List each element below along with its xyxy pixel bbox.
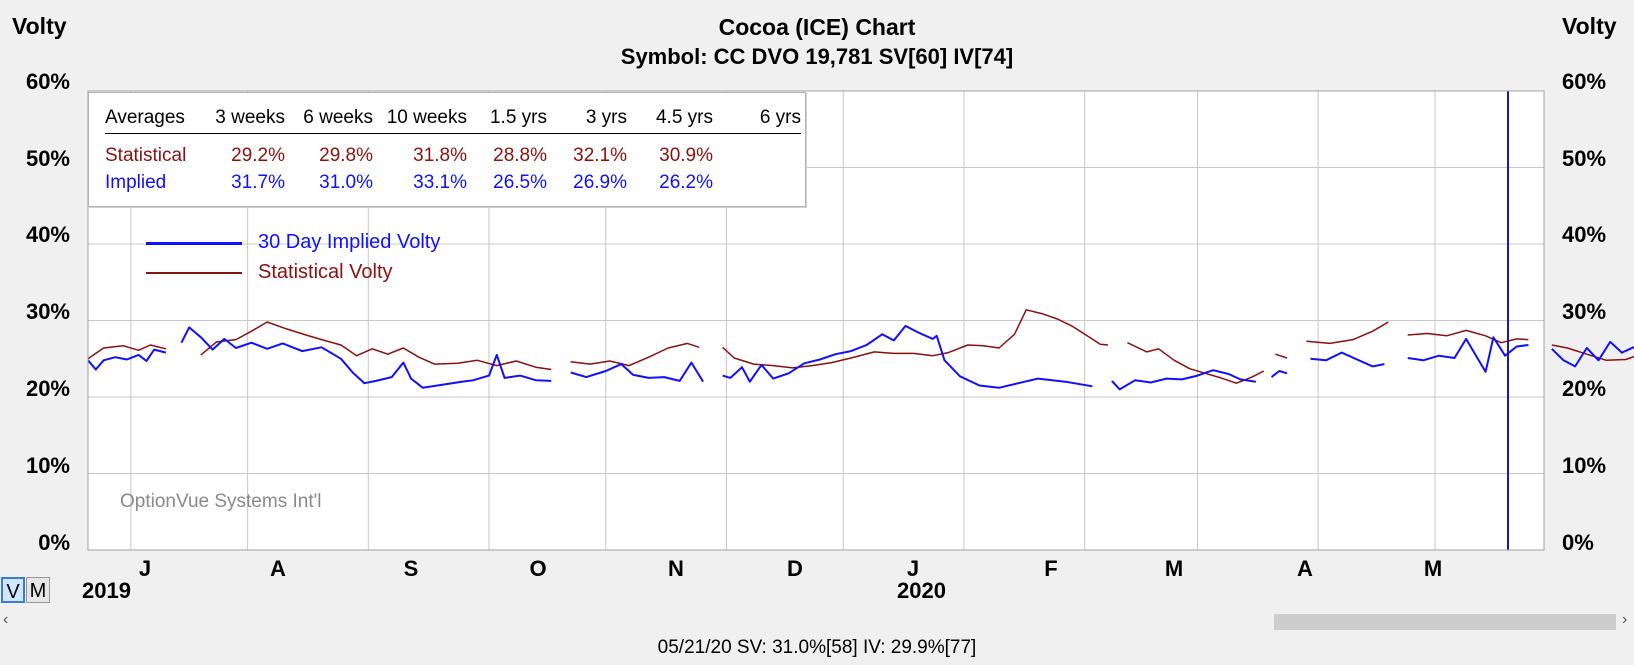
averages-cell: 31.8% — [413, 144, 467, 166]
statistical-volty-line — [1306, 321, 1389, 345]
y-tick-right: 40% — [1562, 222, 1607, 247]
y-tick-right: 10% — [1562, 453, 1607, 478]
status-bar: 05/21/20 SV: 31.0%[58] IV: 29.9%[77] — [0, 631, 1634, 665]
statistical-volty-line — [1275, 353, 1288, 359]
scroll-right-icon[interactable]: › — [1622, 611, 1628, 628]
implied-volty-line — [1310, 351, 1385, 368]
volatility-view-button[interactable]: V — [1, 577, 25, 603]
y-tick-left: 40% — [25, 222, 70, 247]
legend-statistical-swatch — [146, 272, 242, 274]
x-month-label: F — [1044, 556, 1058, 581]
statistical-volty-line — [87, 344, 167, 360]
averages-header-cell: 3 yrs — [547, 103, 627, 134]
averages-implied-row: Implied 31.7% 31.0% 33.1% 26.5% 26.9% 26… — [105, 169, 801, 196]
implied-volty-line — [1270, 370, 1288, 378]
y-tick-left: 30% — [25, 299, 70, 324]
implied-volty-line — [1551, 340, 1634, 368]
implied-volty-line — [570, 361, 704, 383]
statistical-volty-line — [1551, 344, 1634, 362]
x-month-label: A — [1297, 556, 1313, 581]
averages-cell: 26.9% — [573, 171, 627, 193]
averages-header-cell: 4.5 yrs — [627, 103, 713, 134]
x-month-label: J — [906, 556, 920, 581]
implied-volty-line — [180, 326, 552, 389]
y-tick-left: 20% — [25, 376, 70, 401]
implied-volty-series — [87, 324, 1634, 391]
x-year-label: 2020 — [897, 578, 946, 603]
averages-header-cell: 6 weeks — [285, 103, 373, 134]
chart-title: Cocoa (ICE) Chart — [718, 14, 916, 40]
averages-panel: Averages 3 weeks 6 weeks 10 weeks 1.5 yr… — [88, 92, 806, 207]
averages-cell — [713, 134, 801, 170]
averages-cell: 32.1% — [573, 144, 627, 166]
averages-cell: 31.0% — [319, 171, 373, 193]
y-tick-right: 0% — [1562, 530, 1594, 555]
averages-header-cell: 1.5 yrs — [467, 103, 547, 134]
implied-volty-line — [1111, 369, 1257, 391]
averages-cell: Statistical — [105, 144, 187, 166]
implied-volty-line — [87, 348, 167, 371]
x-month-label: N — [668, 556, 684, 581]
averages-header-cell: 3 weeks — [207, 103, 285, 134]
averages-header-cell: 6 yrs — [713, 103, 801, 134]
market-view-button[interactable]: M — [26, 577, 50, 603]
x-month-label: A — [270, 556, 286, 581]
statistical-volty-line — [570, 342, 700, 367]
legend-statistical-label: Statistical Volty — [258, 261, 393, 283]
chart-subtitle: Symbol: CC DVO 19,781 SV[60] IV[74] — [620, 44, 1014, 69]
right-axis-title: Volty — [1562, 13, 1617, 39]
averages-cell: 29.8% — [319, 144, 373, 166]
x-month-label: M — [1164, 556, 1184, 581]
averages-header-row: Averages 3 weeks 6 weeks 10 weeks 1.5 yr… — [105, 103, 801, 134]
y-tick-right: 30% — [1562, 299, 1607, 324]
series-layer — [87, 309, 1634, 391]
statistical-volty-line — [200, 321, 552, 371]
implied-volty-line — [722, 324, 1093, 389]
averages-header-cell: 10 weeks — [373, 103, 467, 134]
averages-cell: 26.2% — [659, 171, 713, 193]
legend-implied-label: 30 Day Implied Volty — [258, 231, 441, 253]
y-tick-left: 0% — [38, 530, 70, 555]
watermark: OptionVue Systems Int'l — [120, 491, 322, 512]
y-tick-right: 50% — [1562, 146, 1607, 171]
statistical-volty-line — [722, 309, 1109, 369]
x-year-label: 2019 — [82, 578, 131, 603]
averages-cell: 31.7% — [231, 171, 285, 193]
statistical-volty-line — [1407, 329, 1529, 344]
averages-cell — [713, 169, 801, 196]
horizontal-scrollbar[interactable] — [0, 611, 1634, 631]
y-tick-right: 60% — [1562, 69, 1607, 94]
averages-cell: 33.1% — [413, 171, 467, 193]
legend-implied-swatch — [146, 242, 242, 245]
averages-cell: 28.8% — [493, 144, 547, 166]
x-month-label: S — [403, 556, 419, 581]
averages-cell: 29.2% — [231, 144, 285, 166]
y-tick-right: 20% — [1562, 376, 1607, 401]
averages-cell: 26.5% — [493, 171, 547, 193]
x-month-label: O — [529, 556, 547, 581]
x-month-label: D — [787, 556, 803, 581]
averages-cell: 30.9% — [659, 144, 713, 166]
x-month-label: J — [138, 556, 152, 581]
y-tick-left: 60% — [25, 69, 70, 94]
averages-table: Averages 3 weeks 6 weeks 10 weeks 1.5 yr… — [105, 103, 801, 196]
averages-header-cell: Averages — [105, 103, 207, 134]
scrollbar-thumb[interactable] — [1274, 614, 1616, 630]
y-tick-left: 10% — [25, 453, 70, 478]
statistical-volty-series — [87, 309, 1634, 384]
scroll-left-icon[interactable]: ‹ — [3, 611, 9, 628]
averages-statistical-row: Statistical 29.2% 29.8% 31.8% 28.8% 32.1… — [105, 134, 801, 170]
y-tick-left: 50% — [25, 146, 70, 171]
x-month-label: M — [1423, 556, 1443, 581]
left-axis-title: Volty — [12, 13, 67, 39]
averages-cell: Implied — [105, 171, 167, 193]
plot-border — [87, 90, 1545, 551]
